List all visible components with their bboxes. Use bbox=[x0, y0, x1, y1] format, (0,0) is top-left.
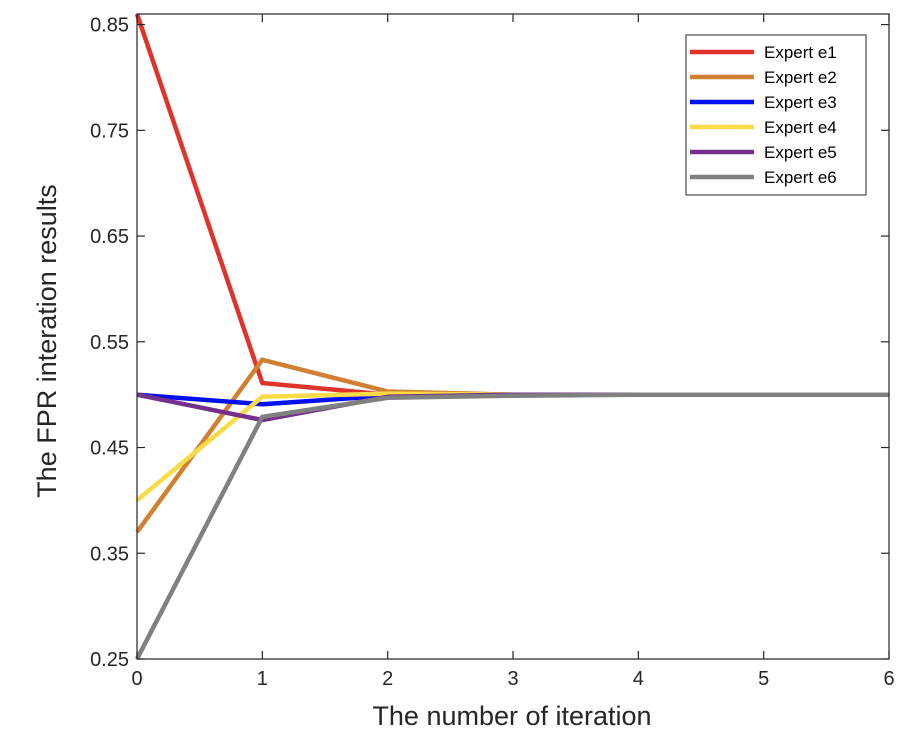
legend-label-4: Expert e4 bbox=[764, 118, 837, 137]
series-line-2 bbox=[135, 357, 889, 534]
legend-label-5: Expert e5 bbox=[764, 143, 837, 162]
x-tick-label: 3 bbox=[507, 668, 518, 690]
y-tick-label: 0.45 bbox=[90, 438, 129, 460]
y-tick-label: 0.25 bbox=[90, 649, 129, 671]
legend-label-1: Expert e1 bbox=[764, 43, 837, 62]
legend: Expert e1 Expert e2 Expert e3 Expert e4 Expe… bbox=[685, 34, 867, 196]
legend-label-6: Expert e6 bbox=[764, 168, 837, 187]
y-tick-label: 0.75 bbox=[90, 120, 129, 142]
series-layer bbox=[134, 13, 889, 661]
x-tick-label: 1 bbox=[257, 668, 268, 690]
legend-label-2: Expert e2 bbox=[764, 68, 837, 87]
y-tick-label: 0.55 bbox=[90, 332, 129, 354]
x-tick-label: 0 bbox=[131, 668, 142, 690]
ticks-layer: 0 1 2 3 4 5 6 0.25 0.35 0.45 0.55 0.65 0.75 0.85 bbox=[90, 14, 895, 690]
x-tick-label: 5 bbox=[758, 668, 769, 690]
series-line-6 bbox=[135, 392, 889, 661]
x-axis-label: The number of iteration bbox=[372, 701, 651, 731]
y-tick-label: 0.85 bbox=[90, 15, 129, 37]
y-tick-label: 0.65 bbox=[90, 226, 129, 248]
x-tick-label: 4 bbox=[633, 668, 644, 690]
x-tick-label: 2 bbox=[382, 668, 393, 690]
legend-frame bbox=[685, 34, 867, 196]
x-tick-label: 6 bbox=[883, 668, 894, 690]
legend-label-3: Expert e3 bbox=[764, 93, 837, 112]
series-line-4 bbox=[135, 391, 889, 503]
y-tick-label: 0.35 bbox=[90, 543, 129, 565]
y-axis-label: The FPR interation results bbox=[32, 184, 62, 498]
